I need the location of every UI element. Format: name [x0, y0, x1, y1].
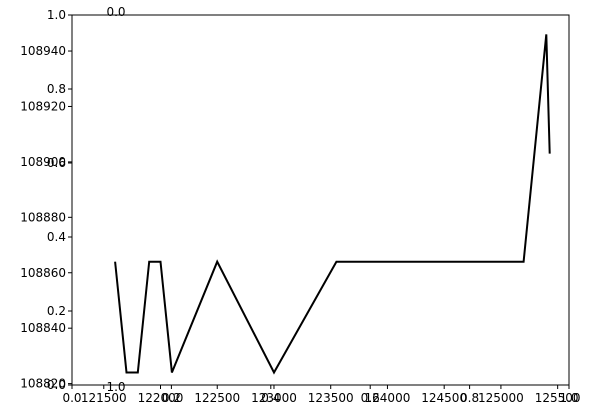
ticks-layer: 108820 108840 108860 108880 108900 108920 1089…	[20, 8, 580, 405]
line-layer	[114, 34, 551, 375]
x-tick-label: 124000	[365, 391, 411, 405]
overlay-x-tick-label: 0.2	[162, 391, 181, 405]
stray-label-bottom: 1.0	[106, 380, 125, 394]
overlay-y-tick-label: 0.0	[47, 378, 66, 392]
x-tick-label: 123500	[308, 391, 354, 405]
overlay-x-tick-label: 0.0	[62, 391, 81, 405]
y-tick-label: 108880	[20, 210, 66, 224]
series-line	[114, 34, 551, 375]
overlay-y-tick-label: 0.8	[47, 82, 66, 96]
plot-frame	[71, 14, 570, 386]
y-tick-label: 108840	[20, 321, 66, 335]
y-tick-label: 108920	[20, 99, 66, 113]
overlay-y-tick-label: 1.0	[47, 8, 66, 22]
x-tick-label: 125000	[478, 391, 524, 405]
y-tick-label: 108900	[20, 155, 66, 169]
overlay-x-tick-label: 0.6	[361, 391, 380, 405]
overlay-x-tick-label: 0.4	[261, 391, 280, 405]
x-tick-label: 121500	[81, 391, 127, 405]
overlay-x-tick-label: 0.8	[460, 391, 479, 405]
x-tick-label: 125500	[535, 391, 581, 405]
y-tick-label: 108820	[20, 377, 66, 391]
x-tick-label: 122000	[138, 391, 184, 405]
overlay-y-tick-label: 0.4	[47, 230, 66, 244]
stray-label-top: 0.0	[106, 5, 125, 19]
overlay-y-tick-label: 0.6	[47, 156, 66, 170]
x-tick-label: 122500	[194, 391, 240, 405]
y-tick-label: 108940	[20, 44, 66, 58]
overlay-x-tick-label: 1.0	[559, 391, 578, 405]
x-tick-label: 123000	[251, 391, 297, 405]
y-tick-label: 108860	[20, 266, 66, 280]
x-tick-label: 124500	[421, 391, 467, 405]
overlay-y-tick-label: 0.2	[47, 304, 66, 318]
